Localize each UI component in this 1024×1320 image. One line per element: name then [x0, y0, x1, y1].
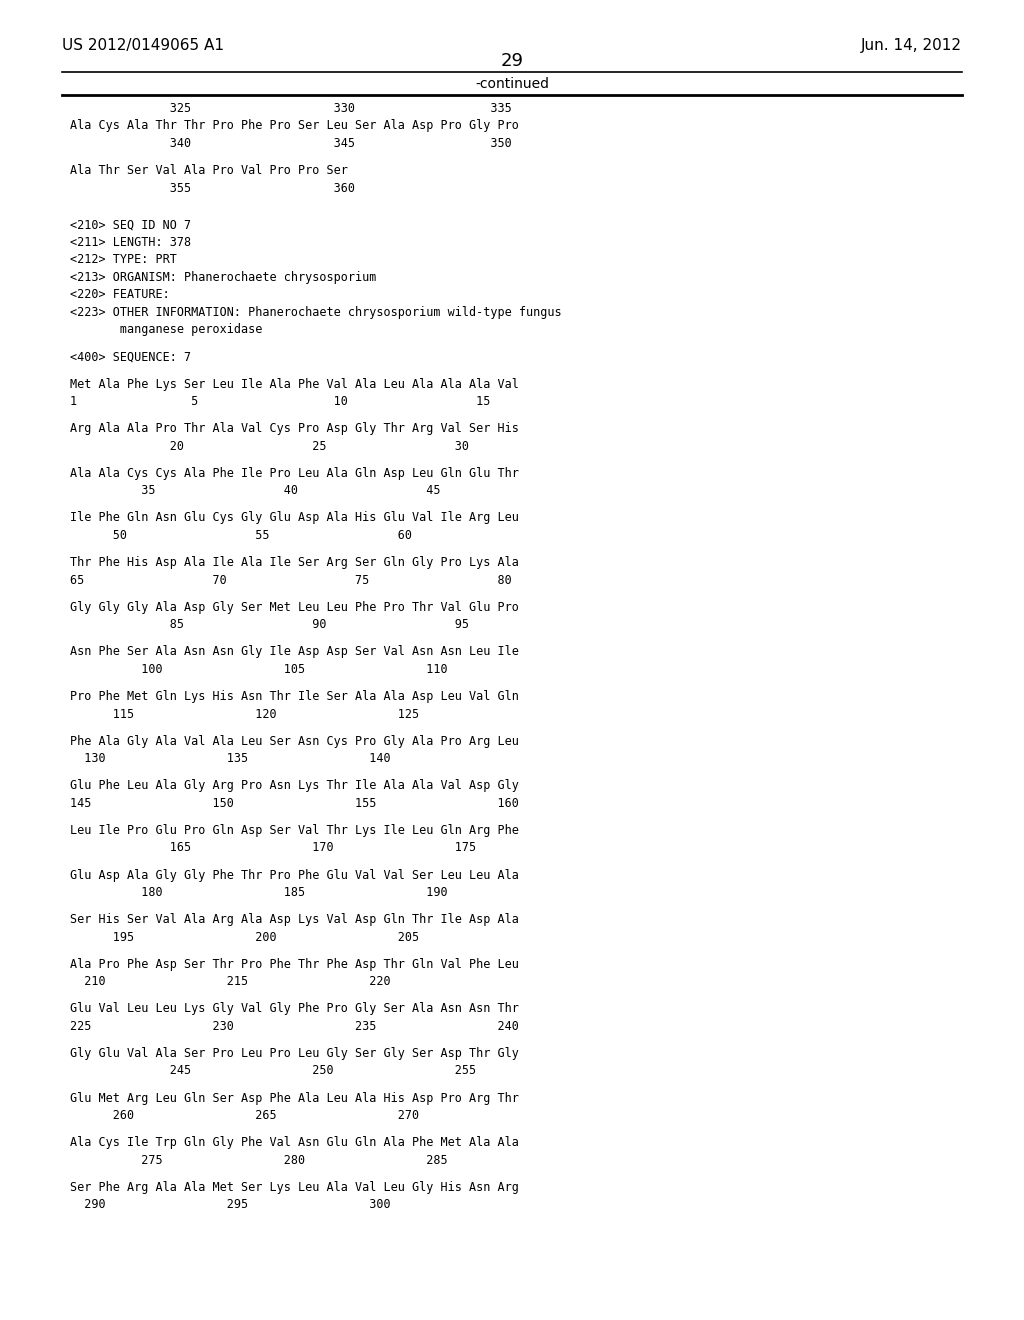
- Text: <220> FEATURE:: <220> FEATURE:: [70, 288, 170, 301]
- Text: 115                 120                 125: 115 120 125: [70, 708, 419, 721]
- Text: 145                 150                 155                 160: 145 150 155 160: [70, 797, 519, 809]
- Text: Leu Ile Pro Glu Pro Gln Asp Ser Val Thr Lys Ile Leu Gln Arg Phe: Leu Ile Pro Glu Pro Gln Asp Ser Val Thr …: [70, 824, 519, 837]
- Text: Ala Thr Ser Val Ala Pro Val Pro Pro Ser: Ala Thr Ser Val Ala Pro Val Pro Pro Ser: [70, 164, 348, 177]
- Text: 340                    345                   350: 340 345 350: [70, 137, 512, 150]
- Text: Ile Phe Gln Asn Glu Cys Gly Glu Asp Ala His Glu Val Ile Arg Leu: Ile Phe Gln Asn Glu Cys Gly Glu Asp Ala …: [70, 511, 519, 524]
- Text: 20                  25                  30: 20 25 30: [70, 440, 469, 453]
- Text: Phe Ala Gly Ala Val Ala Leu Ser Asn Cys Pro Gly Ala Pro Arg Leu: Phe Ala Gly Ala Val Ala Leu Ser Asn Cys …: [70, 735, 519, 747]
- Text: 65                  70                  75                  80: 65 70 75 80: [70, 574, 512, 586]
- Text: 355                    360: 355 360: [70, 182, 355, 194]
- Text: 1                5                   10                  15: 1 5 10 15: [70, 395, 490, 408]
- Text: 85                  90                  95: 85 90 95: [70, 618, 469, 631]
- Text: 130                 135                 140: 130 135 140: [70, 752, 390, 766]
- Text: 50                  55                  60: 50 55 60: [70, 529, 412, 543]
- Text: 100                 105                 110: 100 105 110: [70, 663, 447, 676]
- Text: Ala Ala Cys Cys Ala Phe Ile Pro Leu Ala Gln Asp Leu Gln Glu Thr: Ala Ala Cys Cys Ala Phe Ile Pro Leu Ala …: [70, 467, 519, 480]
- Text: Ala Pro Phe Asp Ser Thr Pro Phe Thr Phe Asp Thr Gln Val Phe Leu: Ala Pro Phe Asp Ser Thr Pro Phe Thr Phe …: [70, 958, 519, 970]
- Text: Arg Ala Ala Pro Thr Ala Val Cys Pro Asp Gly Thr Arg Val Ser His: Arg Ala Ala Pro Thr Ala Val Cys Pro Asp …: [70, 422, 519, 436]
- Text: Ser His Ser Val Ala Arg Ala Asp Lys Val Asp Gln Thr Ile Asp Ala: Ser His Ser Val Ala Arg Ala Asp Lys Val …: [70, 913, 519, 927]
- Text: Jun. 14, 2012: Jun. 14, 2012: [861, 38, 962, 53]
- Text: 245                 250                 255: 245 250 255: [70, 1064, 476, 1077]
- Text: 180                 185                 190: 180 185 190: [70, 886, 447, 899]
- Text: Ala Cys Ala Thr Thr Pro Phe Pro Ser Leu Ser Ala Asp Pro Gly Pro: Ala Cys Ala Thr Thr Pro Phe Pro Ser Leu …: [70, 120, 519, 132]
- Text: Glu Asp Ala Gly Gly Phe Thr Pro Phe Glu Val Val Ser Leu Leu Ala: Glu Asp Ala Gly Gly Phe Thr Pro Phe Glu …: [70, 869, 519, 882]
- Text: Pro Phe Met Gln Lys His Asn Thr Ile Ser Ala Ala Asp Leu Val Gln: Pro Phe Met Gln Lys His Asn Thr Ile Ser …: [70, 690, 519, 704]
- Text: <223> OTHER INFORMATION: Phanerochaete chrysosporium wild-type fungus: <223> OTHER INFORMATION: Phanerochaete c…: [70, 306, 561, 319]
- Text: Gly Gly Gly Ala Asp Gly Ser Met Leu Leu Phe Pro Thr Val Glu Pro: Gly Gly Gly Ala Asp Gly Ser Met Leu Leu …: [70, 601, 519, 614]
- Text: Glu Phe Leu Ala Gly Arg Pro Asn Lys Thr Ile Ala Ala Val Asp Gly: Glu Phe Leu Ala Gly Arg Pro Asn Lys Thr …: [70, 779, 519, 792]
- Text: Asn Phe Ser Ala Asn Asn Gly Ile Asp Asp Ser Val Asn Asn Leu Ile: Asn Phe Ser Ala Asn Asn Gly Ile Asp Asp …: [70, 645, 519, 659]
- Text: 260                 265                 270: 260 265 270: [70, 1109, 419, 1122]
- Text: Ala Cys Ile Trp Gln Gly Phe Val Asn Glu Gln Ala Phe Met Ala Ala: Ala Cys Ile Trp Gln Gly Phe Val Asn Glu …: [70, 1137, 519, 1150]
- Text: Thr Phe His Asp Ala Ile Ala Ile Ser Arg Ser Gln Gly Pro Lys Ala: Thr Phe His Asp Ala Ile Ala Ile Ser Arg …: [70, 556, 519, 569]
- Text: Gly Glu Val Ala Ser Pro Leu Pro Leu Gly Ser Gly Ser Asp Thr Gly: Gly Glu Val Ala Ser Pro Leu Pro Leu Gly …: [70, 1047, 519, 1060]
- Text: Met Ala Phe Lys Ser Leu Ile Ala Phe Val Ala Leu Ala Ala Ala Val: Met Ala Phe Lys Ser Leu Ile Ala Phe Val …: [70, 378, 519, 391]
- Text: -continued: -continued: [475, 77, 549, 91]
- Text: US 2012/0149065 A1: US 2012/0149065 A1: [62, 38, 224, 53]
- Text: 225                 230                 235                 240: 225 230 235 240: [70, 1020, 519, 1032]
- Text: <400> SEQUENCE: 7: <400> SEQUENCE: 7: [70, 351, 191, 363]
- Text: 290                 295                 300: 290 295 300: [70, 1199, 390, 1212]
- Text: 35                  40                  45: 35 40 45: [70, 484, 440, 498]
- Text: <212> TYPE: PRT: <212> TYPE: PRT: [70, 253, 177, 267]
- Text: 210                 215                 220: 210 215 220: [70, 975, 390, 989]
- Text: 275                 280                 285: 275 280 285: [70, 1154, 447, 1167]
- Text: 195                 200                 205: 195 200 205: [70, 931, 419, 944]
- Text: 165                 170                 175: 165 170 175: [70, 841, 476, 854]
- Text: manganese peroxidase: manganese peroxidase: [70, 323, 262, 337]
- Text: <211> LENGTH: 378: <211> LENGTH: 378: [70, 236, 191, 249]
- Text: <213> ORGANISM: Phanerochaete chrysosporium: <213> ORGANISM: Phanerochaete chrysospor…: [70, 271, 377, 284]
- Text: Glu Val Leu Leu Lys Gly Val Gly Phe Pro Gly Ser Ala Asn Asn Thr: Glu Val Leu Leu Lys Gly Val Gly Phe Pro …: [70, 1002, 519, 1015]
- Text: Glu Met Arg Leu Gln Ser Asp Phe Ala Leu Ala His Asp Pro Arg Thr: Glu Met Arg Leu Gln Ser Asp Phe Ala Leu …: [70, 1092, 519, 1105]
- Text: 325                    330                   335: 325 330 335: [70, 102, 512, 115]
- Text: Ser Phe Arg Ala Ala Met Ser Lys Leu Ala Val Leu Gly His Asn Arg: Ser Phe Arg Ala Ala Met Ser Lys Leu Ala …: [70, 1181, 519, 1193]
- Text: <210> SEQ ID NO 7: <210> SEQ ID NO 7: [70, 218, 191, 231]
- Text: 29: 29: [501, 51, 523, 70]
